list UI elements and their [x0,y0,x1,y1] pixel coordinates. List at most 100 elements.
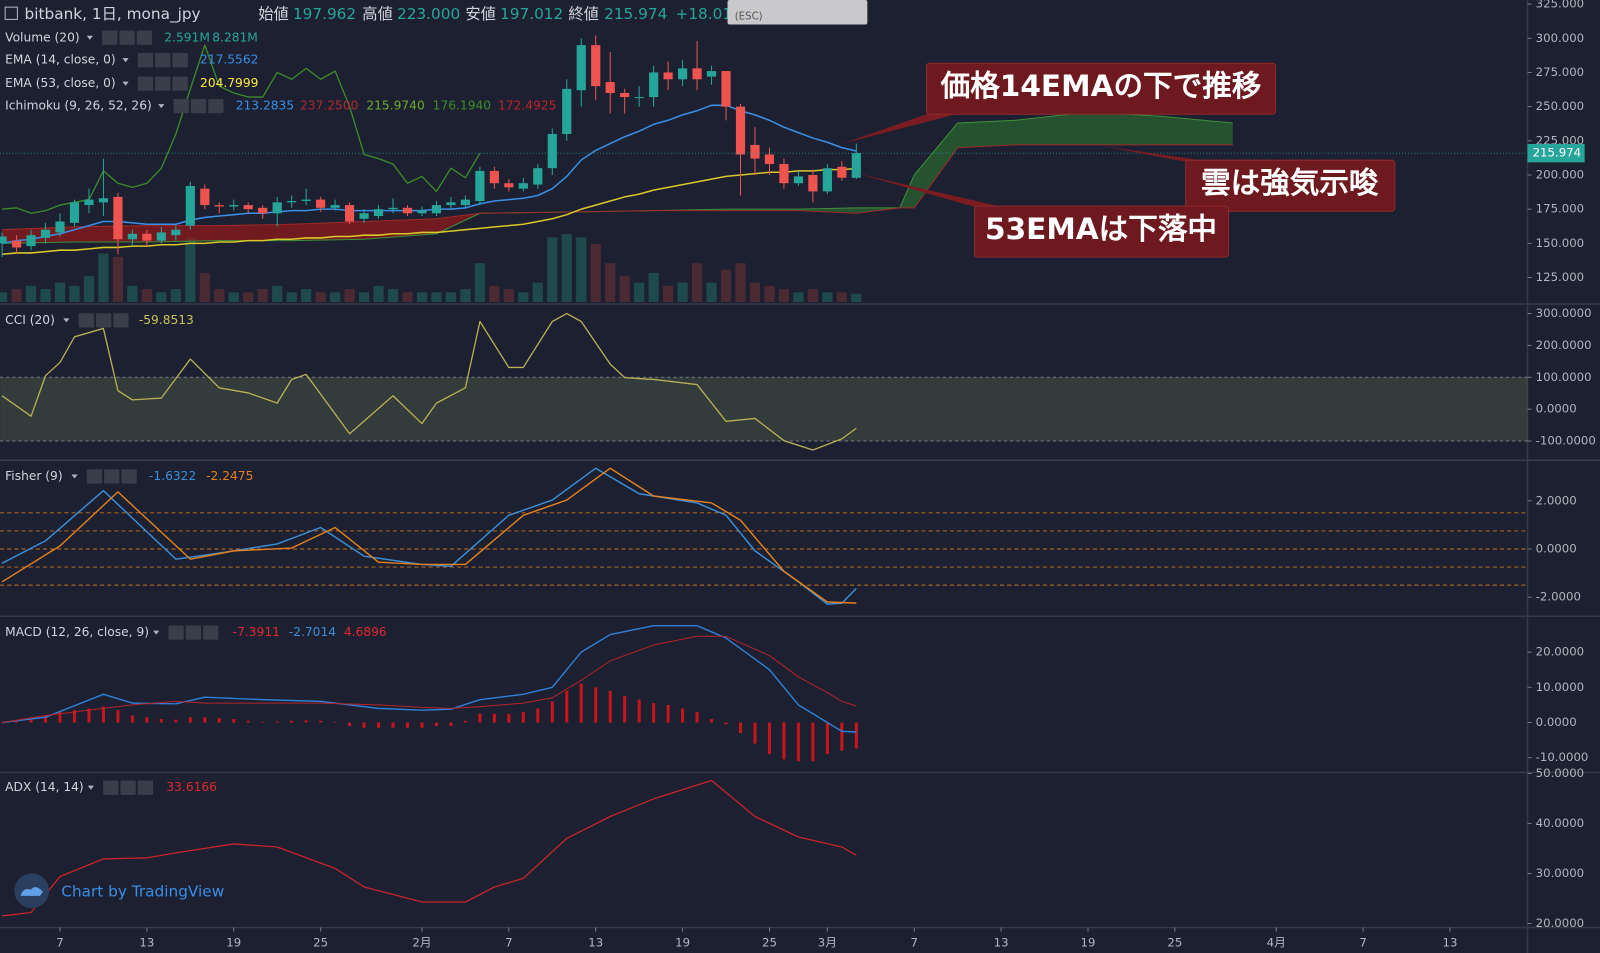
watermark[interactable]: Chart by TradingView [14,873,224,909]
indicator-button[interactable] [95,313,112,328]
x-tick-label: 25 [1167,935,1182,949]
line [2,167,857,256]
histogram-bar [738,722,743,734]
cloud-segment [1015,112,1088,145]
indicator-value: 8.281M [212,30,258,44]
indicator-button[interactable] [155,53,171,68]
volume-bar [778,289,790,303]
volume-bar [25,285,37,303]
indicator-button[interactable] [102,30,118,45]
indicator-button[interactable] [155,76,171,91]
indicator-button[interactable] [120,780,136,795]
volume-bar [518,292,529,303]
histogram-bar [652,703,656,723]
candle-body [576,45,586,91]
indicator-button[interactable] [168,625,184,640]
line [2,624,857,733]
histogram-bar [666,704,670,723]
price-axis: 300.0000 200.0000 100.0000 0.0000 -100.0000 [1527,306,1596,448]
cloud-segment [914,123,958,208]
band [0,377,1528,442]
volume-bar [503,289,514,303]
y-tick-label: -2.0000 [1536,590,1581,604]
indicator-button[interactable] [172,53,188,68]
x-tick-label: 7 [505,935,512,949]
histogram-bar [521,711,525,723]
y-tick-label: 50.0000 [1536,766,1584,780]
indicator-button[interactable] [78,313,94,328]
histogram-bar [29,718,33,723]
indicator-button[interactable] [86,469,103,484]
x-tick-label: 19 [226,935,241,949]
indicator-value: 215.9740 [366,99,424,113]
close-label: 終値 [568,5,599,23]
y-tick-label: 0.0000 [1536,541,1577,555]
indicator-button[interactable] [172,76,188,91]
volume-bar [286,292,297,303]
indicator-value: 2.591M [164,30,210,44]
volume-bar [474,263,485,303]
dropdown-arrow [153,630,160,635]
candle-body [591,45,601,87]
tooltip [727,0,868,25]
indicator-button[interactable] [104,469,120,484]
indicator-button[interactable] [137,53,154,68]
indicator-button[interactable] [113,313,129,328]
cloud-segment [899,175,915,208]
volume-bar [749,282,761,303]
indicator-value: -7.3911 [233,625,280,639]
x-tick-label: 3月 [818,935,837,949]
collapse-icon[interactable] [4,6,18,20]
volume-bar [257,289,268,303]
low-label: 安値 [465,5,496,23]
open-label: 始値 [258,5,289,23]
price-axis: 20.0000 10.0000 0.0000 -10.0000 [1527,645,1588,764]
indicator-button[interactable] [208,98,224,114]
volume-bar [185,237,196,303]
indicator-button[interactable] [185,625,202,640]
line [1,312,857,451]
symbol[interactable]: bitbank, 1日, mona_jpy [25,5,201,24]
indicator-value: 4.6896 [344,625,387,639]
watermark-text[interactable]: Chart by TradingView [61,882,224,900]
indicator-button[interactable] [173,98,189,114]
volume-bar [402,292,413,303]
x-tick-label: 13 [994,935,1009,949]
candle-body [518,183,528,189]
candle-body [692,68,702,80]
indicator-button[interactable] [190,98,207,114]
volume-bar [822,292,833,303]
y-tick-label: 200.000 [1536,168,1584,182]
candle-body [113,196,123,240]
indicator-button[interactable] [136,30,153,45]
dropdown-arrow [158,104,165,109]
indicator-value: -2.7014 [289,625,336,639]
indicator-button[interactable] [203,625,219,640]
histogram-bar [232,718,236,723]
indicator-name: MACD (12, 26, close, 9) [5,625,149,639]
volume-bar [619,276,630,303]
low-value: 197.012 [500,5,563,23]
cloud-segment [1087,112,1161,145]
indicator-button[interactable] [137,780,154,795]
indicator-button[interactable] [103,780,119,795]
indicator-button[interactable] [119,30,135,45]
candle-body [446,202,456,206]
volume-bar [793,292,804,303]
volume-bar [836,292,847,303]
candle-body [634,97,644,99]
indicator-name: Ichimoku (9, 26, 52, 26) [5,99,152,113]
indicator-name: ADX (14, 14) [5,780,84,794]
indicator-button[interactable] [121,469,137,484]
histogram-bar [811,722,815,762]
volume-bar [156,292,167,303]
histogram-bar [434,722,438,727]
dropdown-arrow [71,474,78,479]
candle-body [620,92,630,98]
indicator-button[interactable] [137,76,154,91]
histogram-bar [377,722,381,728]
volume-bar [0,292,8,303]
y-tick-label: 300.0000 [1536,306,1592,320]
histogram-bar [0,722,4,724]
